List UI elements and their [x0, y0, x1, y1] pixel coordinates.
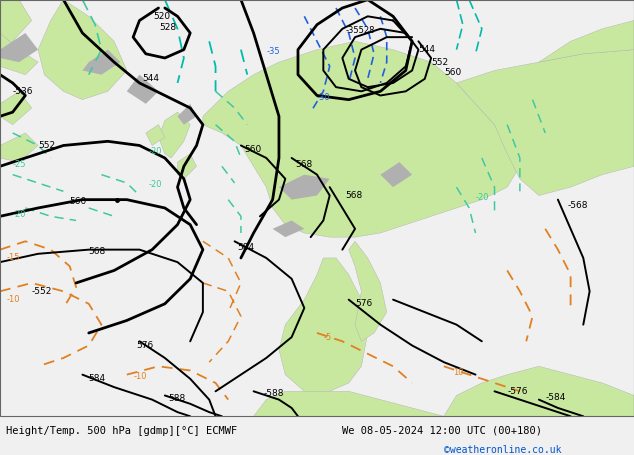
Text: -584: -584: [545, 393, 566, 402]
Polygon shape: [444, 366, 634, 416]
Text: -20: -20: [13, 209, 26, 218]
Polygon shape: [456, 50, 634, 196]
Text: -568: -568: [567, 201, 588, 210]
Text: 568: 568: [346, 191, 363, 200]
Text: -5: -5: [323, 332, 332, 341]
Text: 576: 576: [136, 341, 153, 349]
Text: 552: 552: [431, 57, 448, 66]
Polygon shape: [380, 162, 412, 187]
Text: 544: 544: [143, 74, 160, 83]
Text: 560: 560: [444, 68, 461, 77]
Polygon shape: [279, 258, 368, 391]
Polygon shape: [279, 175, 330, 200]
Text: -10: -10: [6, 295, 20, 304]
Polygon shape: [539, 21, 634, 62]
Text: 560: 560: [70, 197, 87, 206]
Polygon shape: [0, 0, 32, 62]
Polygon shape: [38, 0, 127, 100]
Text: -20: -20: [476, 193, 489, 202]
Text: -20: -20: [149, 180, 162, 189]
Text: ©weatheronline.co.uk: ©weatheronline.co.uk: [444, 445, 561, 455]
Text: 568: 568: [295, 160, 312, 168]
Text: 576: 576: [355, 299, 372, 308]
Text: -588: -588: [263, 389, 283, 398]
Text: 588: 588: [168, 394, 185, 403]
Polygon shape: [0, 91, 32, 125]
Polygon shape: [0, 33, 38, 62]
Polygon shape: [273, 221, 304, 238]
Polygon shape: [203, 42, 520, 238]
Text: -25: -25: [13, 160, 26, 168]
Polygon shape: [0, 133, 38, 162]
Polygon shape: [178, 154, 197, 179]
Text: 560: 560: [244, 145, 261, 154]
Polygon shape: [158, 112, 190, 158]
Text: -35528: -35528: [346, 26, 375, 35]
Polygon shape: [82, 50, 120, 75]
Polygon shape: [127, 75, 158, 104]
Text: -10: -10: [133, 372, 146, 381]
Text: -552: -552: [32, 287, 52, 295]
Polygon shape: [146, 125, 165, 146]
Text: 10: 10: [453, 368, 464, 377]
Text: -35: -35: [266, 47, 280, 56]
Text: -15: -15: [6, 253, 20, 262]
Text: -576: -576: [507, 386, 527, 395]
Text: -536: -536: [13, 87, 33, 96]
Text: 544: 544: [418, 45, 436, 54]
Text: -20: -20: [149, 147, 162, 156]
Text: 552: 552: [38, 141, 55, 150]
Text: 584: 584: [89, 374, 106, 383]
Text: -30: -30: [317, 93, 330, 102]
Polygon shape: [178, 104, 197, 125]
Text: 528: 528: [159, 23, 177, 31]
Polygon shape: [0, 33, 38, 75]
Polygon shape: [349, 242, 387, 341]
Text: 568: 568: [89, 247, 106, 256]
Text: 584: 584: [238, 243, 255, 252]
Text: Height/Temp. 500 hPa [gdmp][°C] ECMWF: Height/Temp. 500 hPa [gdmp][°C] ECMWF: [6, 425, 238, 435]
Text: We 08-05-2024 12:00 UTC (00+180): We 08-05-2024 12:00 UTC (00+180): [342, 425, 542, 435]
Polygon shape: [254, 391, 444, 416]
Text: 520: 520: [153, 12, 171, 21]
